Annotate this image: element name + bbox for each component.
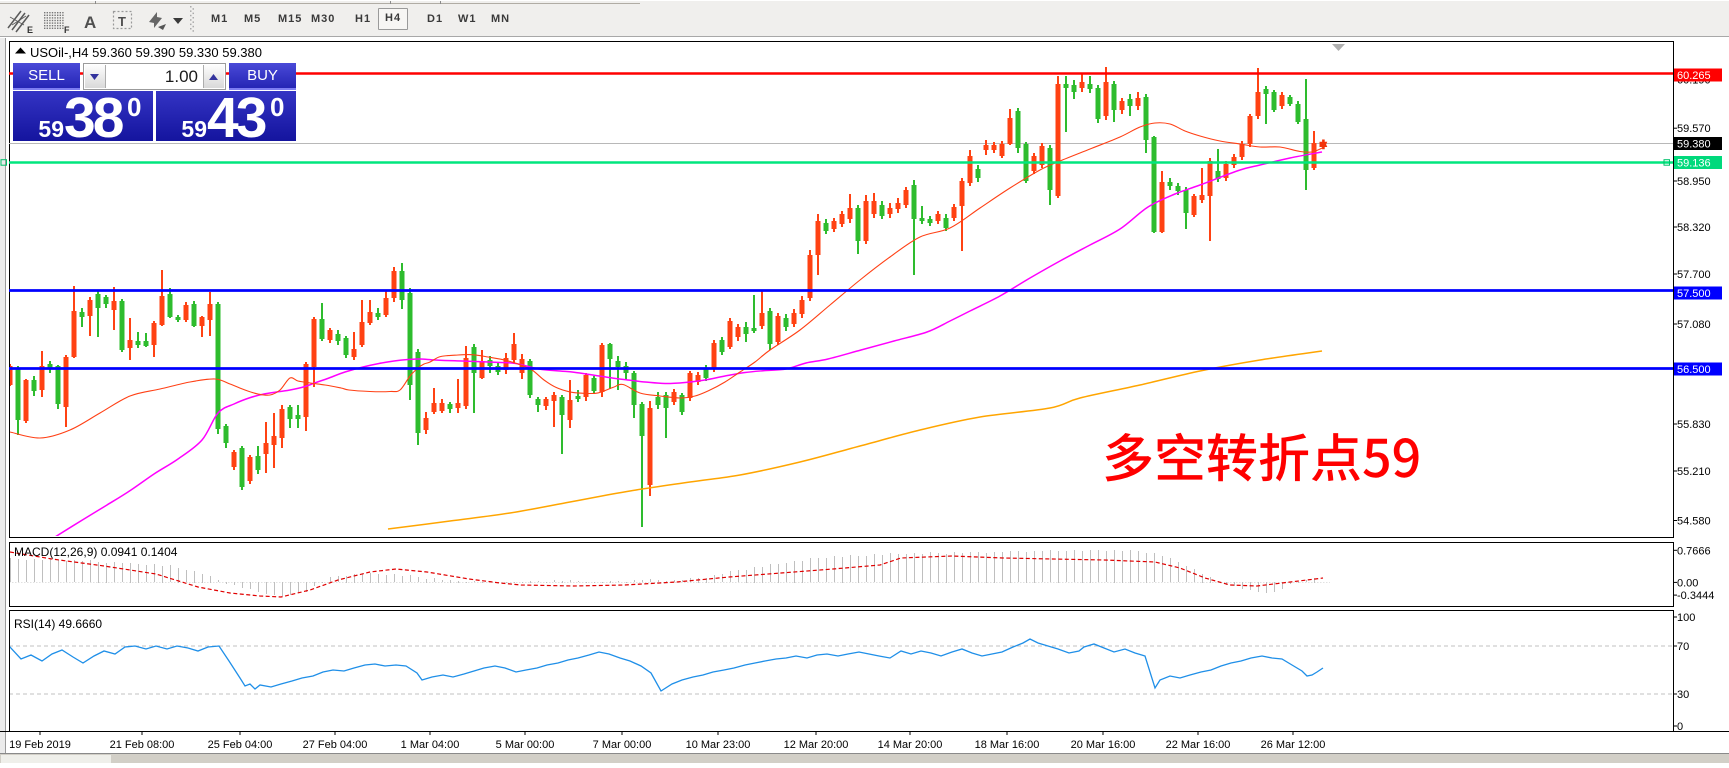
svg-text:25 Feb 04:00: 25 Feb 04:00 (208, 739, 273, 751)
svg-text:-0.3444: -0.3444 (1677, 590, 1714, 602)
svg-text:5 Mar 00:00: 5 Mar 00:00 (496, 739, 555, 751)
svg-text:59.570: 59.570 (1677, 123, 1711, 135)
svg-text:20 Mar 16:00: 20 Mar 16:00 (1071, 739, 1136, 751)
svg-text:55.830: 55.830 (1677, 419, 1711, 431)
svg-text:F: F (64, 25, 70, 35)
svg-text:100: 100 (1677, 612, 1695, 624)
svg-text:10 Mar 23:00: 10 Mar 23:00 (686, 739, 751, 751)
svg-text:22 Mar 16:00: 22 Mar 16:00 (1166, 739, 1231, 751)
svg-text:58.320: 58.320 (1677, 222, 1711, 234)
svg-text:38: 38 (64, 91, 123, 141)
svg-text:59.380: 59.380 (1677, 139, 1711, 151)
svg-text:27 Feb 04:00: 27 Feb 04:00 (303, 739, 368, 751)
svg-text:70: 70 (1677, 641, 1689, 653)
svg-text:14 Mar 20:00: 14 Mar 20:00 (878, 739, 943, 751)
svg-text:57.700: 57.700 (1677, 269, 1711, 281)
svg-text:59: 59 (38, 116, 64, 141)
svg-text:60.265: 60.265 (1677, 70, 1711, 82)
svg-text:59.136: 59.136 (1677, 158, 1711, 170)
svg-text:0: 0 (127, 92, 141, 122)
svg-text:0: 0 (270, 92, 284, 122)
svg-text:T: T (118, 14, 126, 29)
svg-text:58.950: 58.950 (1677, 176, 1711, 188)
svg-text:57.080: 57.080 (1677, 319, 1711, 331)
svg-text:0.7666: 0.7666 (1677, 545, 1711, 557)
svg-text:E: E (27, 25, 33, 35)
svg-text:59: 59 (181, 116, 207, 141)
svg-text:55.210: 55.210 (1677, 466, 1711, 478)
svg-text:43: 43 (207, 91, 266, 141)
svg-text:MACD(12,26,9) 0.0941 0.1404: MACD(12,26,9) 0.0941 0.1404 (14, 545, 178, 559)
svg-text:57.500: 57.500 (1677, 288, 1711, 300)
svg-text:USOil-,H4 59.360 59.390 59.33: USOil-,H4 59.360 59.390 59.330 59.380 (30, 45, 262, 60)
svg-text:0: 0 (1677, 721, 1683, 733)
svg-text:A: A (84, 13, 96, 32)
svg-text:1 Mar 04:00: 1 Mar 04:00 (401, 739, 460, 751)
svg-text:18 Mar 16:00: 18 Mar 16:00 (975, 739, 1040, 751)
svg-text:30: 30 (1677, 689, 1689, 701)
svg-text:RSI(14) 49.6660: RSI(14) 49.6660 (14, 617, 102, 631)
svg-text:7 Mar 00:00: 7 Mar 00:00 (593, 739, 652, 751)
svg-text:12 Mar 20:00: 12 Mar 20:00 (784, 739, 849, 751)
svg-text:0.00: 0.00 (1677, 577, 1698, 589)
svg-text:56.500: 56.500 (1677, 364, 1711, 376)
svg-text:26 Mar 12:00: 26 Mar 12:00 (1261, 739, 1326, 751)
svg-text:19 Feb 2019: 19 Feb 2019 (9, 739, 71, 751)
svg-text:54.580: 54.580 (1677, 516, 1711, 528)
svg-text:21 Feb 08:00: 21 Feb 08:00 (110, 739, 175, 751)
